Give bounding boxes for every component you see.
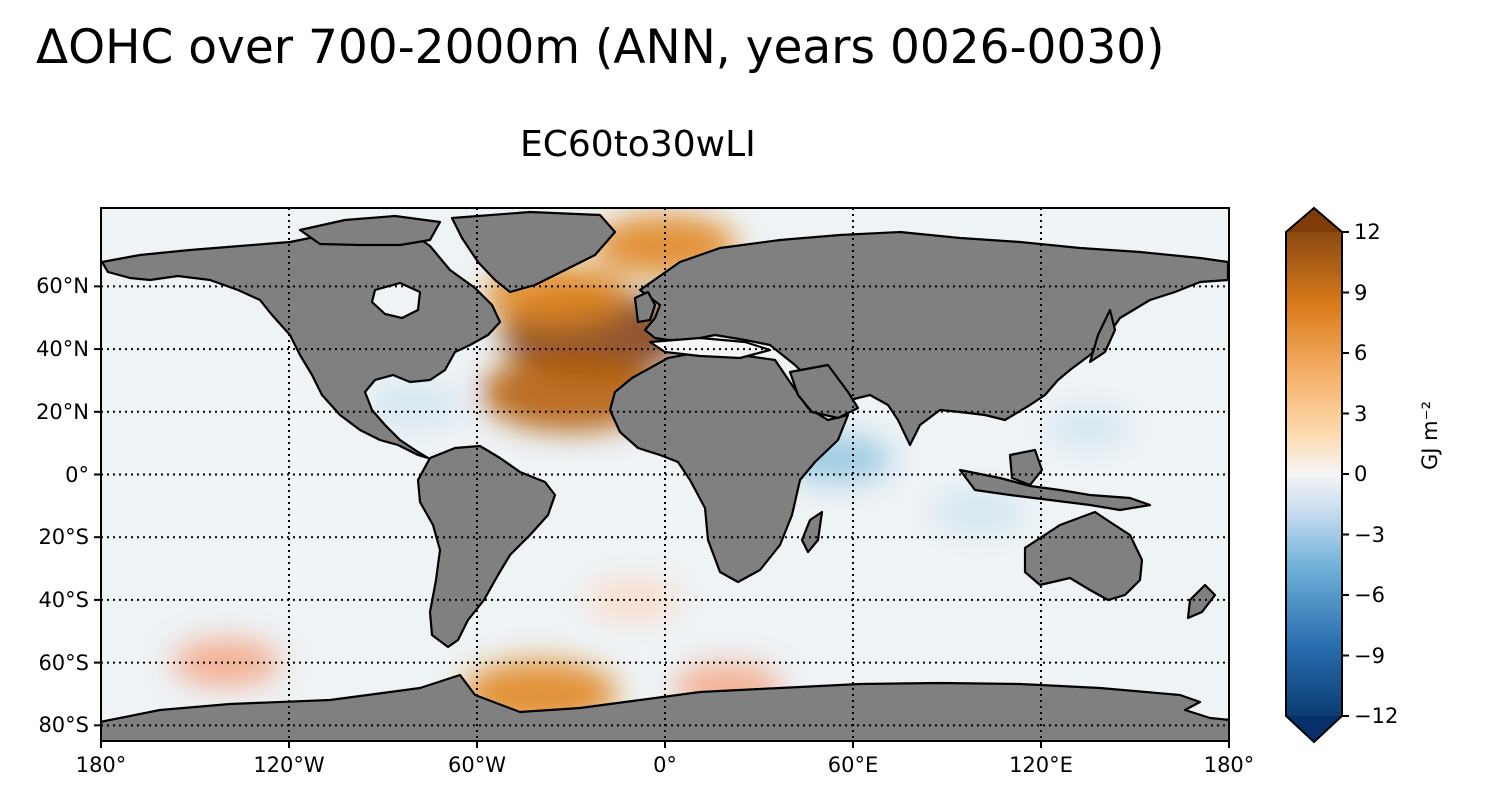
y-tick-label: 20°N <box>36 399 89 424</box>
x-tick-label: 60°W <box>448 753 506 777</box>
colorbar-tick-label: 12 <box>1354 220 1381 244</box>
anomaly-south-pacific-warm <box>172 638 281 687</box>
canadian-arctic-islands <box>298 214 442 247</box>
colorbar-body <box>1286 232 1342 716</box>
y-tick-label: 40°S <box>38 587 89 612</box>
colorbar-ticks <box>1342 231 1349 717</box>
x-tick-label: 180° <box>1203 753 1255 777</box>
colorbar-extend-min <box>1286 716 1342 742</box>
colorbar <box>1285 206 1349 744</box>
great-britain-land <box>633 290 657 324</box>
colorbar-extend-max <box>1286 208 1342 232</box>
colorbar-tick-label: −12 <box>1354 704 1399 728</box>
greenland-land <box>450 210 617 294</box>
eurasia-land <box>638 230 1229 447</box>
colorbar-tick-label: 6 <box>1354 341 1368 365</box>
colorbar-tick-label: −3 <box>1354 522 1385 547</box>
hudson-bay <box>370 281 422 320</box>
y-tick-label: 40°N <box>36 337 89 362</box>
map-panel <box>101 208 1229 741</box>
colorbar-tick-label: 9 <box>1354 280 1368 305</box>
y-tick-label: 0° <box>65 462 89 487</box>
colorbar-tick-label: 0 <box>1354 462 1368 486</box>
y-tick-label: 60°S <box>38 650 89 675</box>
arabian-peninsula <box>788 363 860 420</box>
anomaly-south-atlantic-warm <box>585 578 682 622</box>
graticule <box>101 208 1229 741</box>
anomaly-gulf-mexico-cool <box>366 384 463 428</box>
y-tick-label: 60°N <box>36 274 89 299</box>
y-tick-label: 20°S <box>38 525 89 550</box>
x-tick-label: 60°E <box>827 753 879 777</box>
colorbar-tick-label: −9 <box>1354 643 1385 668</box>
x-tick-label: 0° <box>653 753 677 777</box>
colorbar-tick-label: −6 <box>1354 583 1385 607</box>
axis-tick-marks <box>94 285 1230 748</box>
colorbar-tick-label: 3 <box>1354 401 1368 426</box>
new-zealand-land <box>1186 583 1217 620</box>
y-tick-label: 80°S <box>38 713 89 738</box>
australia-land <box>1023 510 1144 602</box>
anomaly-indian-ocean-cool <box>930 490 1027 534</box>
mediterranean-sea <box>648 336 772 360</box>
x-tick-label: 180° <box>75 753 127 777</box>
x-tick-label: 120°E <box>1009 753 1073 777</box>
panel-title: EC60to30wLI <box>520 124 756 165</box>
south-america-land <box>416 444 557 649</box>
africa-land <box>608 350 850 584</box>
figure-title: ΔOHC over 700-2000m (ANN, years 0026-003… <box>36 20 1165 75</box>
colorbar-unit-label: GJ m⁻² <box>1418 400 1442 470</box>
japan-land <box>1088 308 1117 364</box>
x-tick-label: 120°W <box>253 753 325 777</box>
anomaly-west-pacific-cool <box>1046 408 1130 447</box>
borneo-land <box>1008 448 1044 487</box>
